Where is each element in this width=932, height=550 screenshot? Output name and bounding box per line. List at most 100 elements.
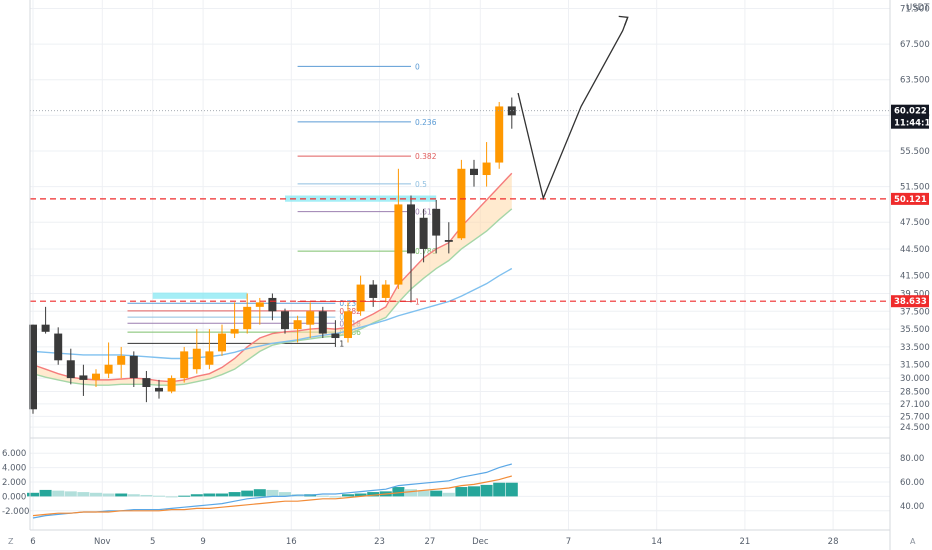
candle-body [92, 373, 100, 380]
grid [30, 0, 890, 530]
histogram-bar [64, 491, 77, 497]
candle-body [255, 302, 264, 307]
histogram-bar [329, 496, 342, 498]
moving-average-1 [32, 172, 513, 383]
moving-average-3 [32, 267, 513, 360]
time-tick-label: 28 [828, 537, 839, 547]
histogram-bar [266, 489, 279, 497]
histogram-bar [165, 496, 178, 498]
candle-body [142, 378, 151, 388]
histogram-bar [241, 490, 254, 497]
histogram-bar [367, 492, 380, 497]
candle-body [344, 311, 352, 339]
price-tick-label: 28.500 [900, 387, 930, 397]
candle-body [79, 375, 88, 380]
histogram-bar [430, 490, 443, 497]
corner-right-label[interactable]: A [910, 537, 916, 546]
candle-body [419, 217, 428, 249]
candles [29, 97, 516, 414]
histogram-bar [279, 492, 291, 497]
histogram-bar [493, 482, 506, 497]
histogram-bar [27, 492, 39, 497]
price-tick-label: 41.500 [900, 272, 930, 282]
candle-body [407, 204, 415, 254]
support-zone-lower [152, 292, 248, 299]
candle-body [180, 351, 189, 379]
candle-body [66, 360, 75, 379]
price-tick-label: 63.500 [900, 76, 930, 86]
price-tick-label: 71.500 [900, 4, 930, 14]
histogram-bar [39, 489, 52, 497]
projection-path [517, 17, 629, 201]
candle-body [192, 348, 201, 370]
candle-body [356, 284, 365, 312]
candle-body [205, 351, 214, 365]
histogram-bar [253, 489, 266, 497]
time-tick-label: Nov [94, 537, 111, 547]
corner-left-label[interactable]: Z [8, 537, 14, 546]
last-price-tag [891, 104, 929, 129]
price-level-tag [891, 295, 929, 308]
histogram-bar [505, 482, 518, 497]
price-tick-label: 33.500 [900, 343, 930, 353]
price-level-tag [891, 192, 929, 205]
histogram-bar [468, 486, 480, 497]
candle-body [482, 162, 491, 176]
price-tick-label: 27.100 [900, 400, 930, 410]
histogram-bar [392, 487, 405, 497]
candle-body [230, 329, 239, 334]
histogram-bar [480, 484, 493, 497]
fib-b-label: 0.5 [415, 180, 427, 189]
price-tick-label: 30.000 [900, 374, 930, 384]
fib-b-label: 0.236 [415, 118, 437, 127]
fib-a-label: 0.236 [339, 299, 361, 308]
time-tick-label: 7 [566, 537, 571, 547]
price-tick-label: 47.500 [900, 218, 930, 228]
candle-body [117, 355, 126, 365]
histogram-bar [90, 492, 102, 497]
fib-b-label: 0.786 [415, 247, 437, 256]
candle-body [129, 355, 138, 379]
countdown-label: 11:44:12 [894, 119, 932, 129]
candle-body [457, 168, 466, 239]
candle-body [281, 311, 289, 330]
price-level-label: 38.633 [894, 297, 927, 307]
price-tick-label: 67.500 [900, 40, 930, 50]
candle-body [29, 324, 37, 410]
currency-label: USDT [906, 3, 930, 13]
candle-body [155, 387, 163, 392]
histogram-bar [153, 495, 165, 497]
indicator-line-2 [32, 475, 512, 517]
histogram-bar [102, 493, 115, 497]
indicator-left-tick: -2.000 [2, 507, 29, 517]
histogram-bar [203, 493, 216, 497]
fib-b-label: 1 [415, 298, 420, 307]
drawings [30, 15, 890, 302]
price-tick-label: 25.700 [900, 412, 930, 422]
price-tick-label: 31.500 [900, 361, 930, 371]
fib-b-label: 0 [415, 62, 420, 71]
time-tick-label: 27 [424, 537, 435, 547]
histogram-bar [115, 493, 128, 497]
candle-body [243, 306, 252, 330]
candle-body [306, 311, 315, 325]
histogram-bar [417, 490, 430, 497]
candle-body [444, 240, 453, 242]
histogram-bar [77, 492, 90, 497]
histogram-bar [216, 493, 228, 497]
time-tick-label: Dec [472, 537, 489, 547]
candle-body [318, 311, 327, 334]
candle-body [495, 106, 504, 163]
price-tick-label: 37.500 [900, 307, 930, 317]
candle-body [293, 320, 302, 330]
last-price-label: 60.022 [894, 107, 927, 117]
histogram-bar [52, 490, 65, 497]
histogram-bar [127, 494, 140, 497]
histogram-bar [455, 487, 468, 497]
fib-a-label: 1 [339, 339, 344, 348]
candle-body [394, 204, 403, 285]
candle-body [331, 333, 340, 339]
price-tick-label: 51.500 [900, 183, 930, 193]
candle-body [268, 297, 277, 312]
